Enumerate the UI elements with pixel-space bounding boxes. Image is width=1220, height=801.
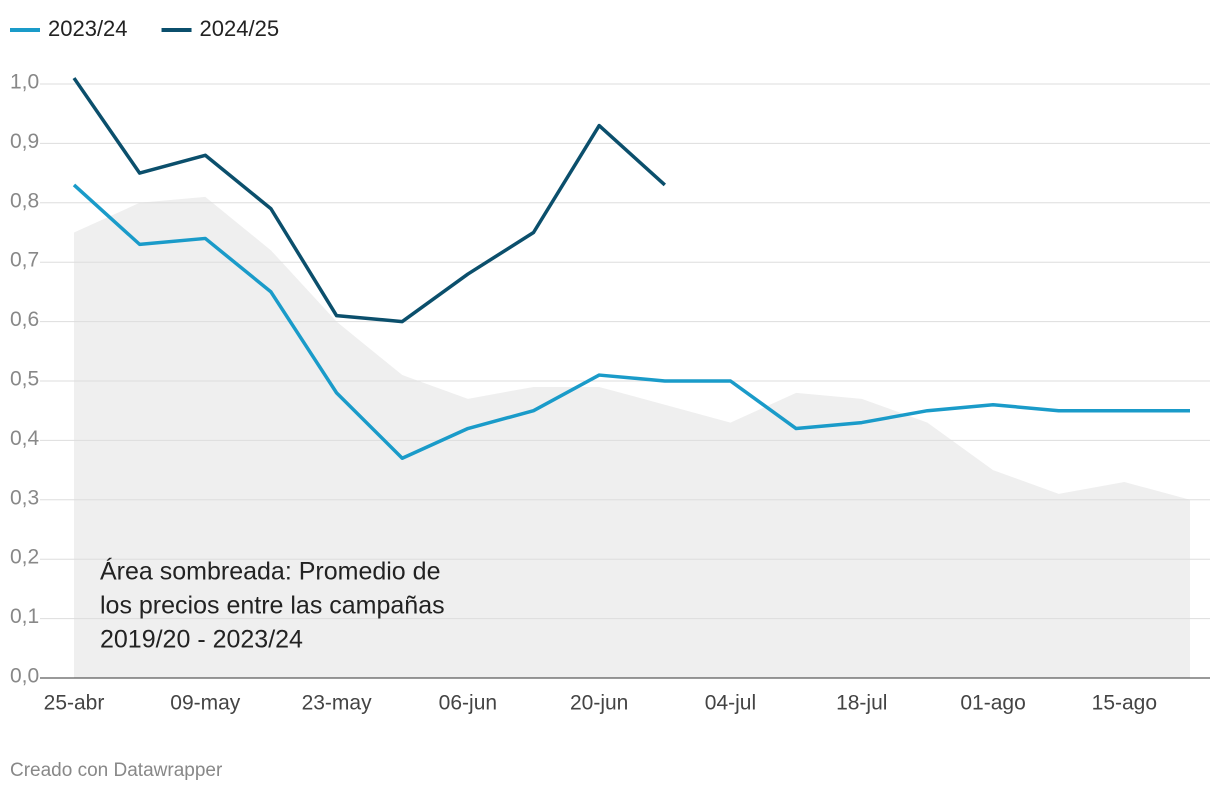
footer: Creado con Datawrapper bbox=[10, 760, 223, 781]
y-tick-label: 0,1 bbox=[10, 605, 39, 628]
series-line bbox=[72, 77, 666, 324]
x-tick-label: 15-ago bbox=[1092, 692, 1157, 715]
y-tick-label: 0,4 bbox=[10, 427, 40, 450]
y-tick-label: 0,7 bbox=[10, 249, 39, 272]
x-tick-label: 01-ago bbox=[960, 692, 1025, 715]
legend-label: 2024/25 bbox=[200, 16, 280, 41]
x-tick-label: 23-may bbox=[302, 692, 373, 715]
legend-label: 2023/24 bbox=[48, 16, 128, 41]
x-tick-label: 06-jun bbox=[439, 692, 497, 715]
y-tick-label: 0,9 bbox=[10, 130, 39, 153]
y-tick-label: 0,8 bbox=[10, 189, 39, 212]
annotation: los precios entre las campañas bbox=[100, 592, 445, 620]
x-tick-label: 09-may bbox=[170, 692, 241, 715]
series-line bbox=[72, 183, 1190, 460]
y-tick-label: 0,2 bbox=[10, 546, 39, 569]
x-tick-label: 04-jul bbox=[705, 692, 756, 715]
y-tick-label: 0,0 bbox=[10, 665, 39, 688]
x-tick-label: 25-abr bbox=[44, 692, 105, 715]
average-area bbox=[74, 196, 1190, 679]
x-tick-label: 20-jun bbox=[570, 692, 628, 715]
annotation: Área sombreada: Promedio de bbox=[100, 557, 440, 586]
y-tick-label: 0,5 bbox=[10, 368, 39, 391]
y-tick-label: 0,3 bbox=[10, 486, 39, 509]
y-tick-label: 1,0 bbox=[10, 71, 39, 94]
annotation: 2019/20 - 2023/24 bbox=[100, 626, 303, 654]
x-tick-label: 18-jul bbox=[836, 692, 887, 715]
y-tick-label: 0,6 bbox=[10, 308, 39, 331]
